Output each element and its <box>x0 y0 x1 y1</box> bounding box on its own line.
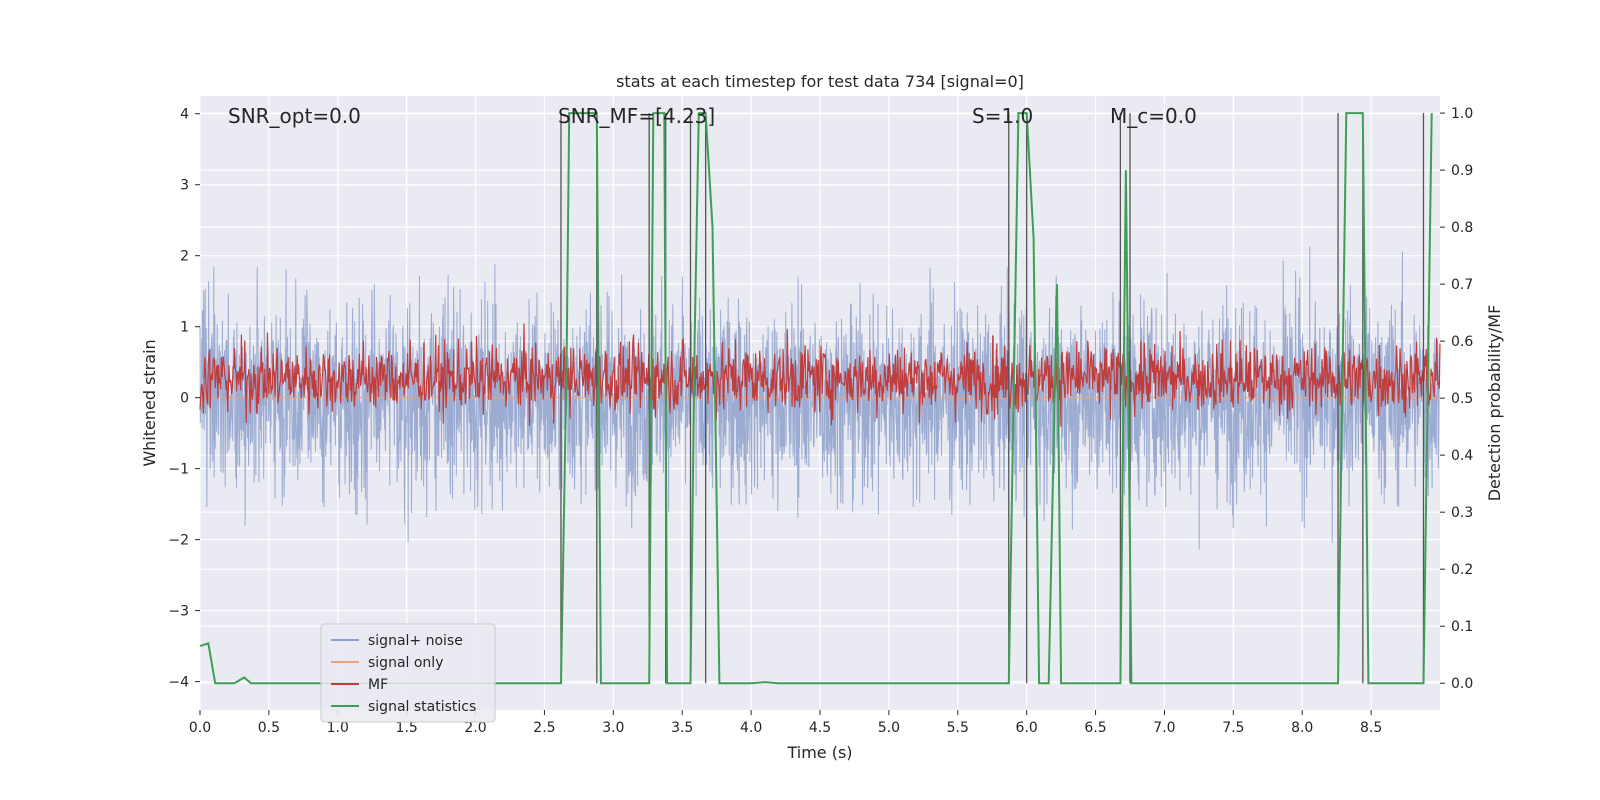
series-mf-line <box>199 323 1441 427</box>
y-tick-label: 2 <box>180 249 189 265</box>
annotation-snr-opt: SNR_opt=0.0 <box>228 104 361 128</box>
y-tick-label: −4 <box>168 675 189 691</box>
y2-tick-label: 0.4 <box>1451 448 1473 464</box>
ticks: 0.0 0.5 1.0 1.5 2.0 2.5 3.0 3.5 4.0 4.5 5.0 5.5 6.0 6… <box>168 106 1473 736</box>
y-tick-label: −1 <box>168 462 189 478</box>
y2-tick-label: 0.9 <box>1451 163 1473 179</box>
y-tick-label: −2 <box>168 533 189 549</box>
x-tick-label: 0.0 <box>189 720 211 736</box>
y2-tick-label: 0.6 <box>1451 334 1473 350</box>
x-tick-label: 8.5 <box>1360 720 1382 736</box>
y-tick-label: 0 <box>180 391 189 407</box>
legend-box <box>320 623 496 723</box>
annotation-mc: M_c=0.0 <box>1110 104 1197 128</box>
x-tick-label: 7.5 <box>1222 720 1244 736</box>
annotation-s: S=1.0 <box>972 104 1033 128</box>
x-tick-label: 4.0 <box>740 720 762 736</box>
legend-label-mf: MF <box>368 677 388 693</box>
y2-tick-label: 0.0 <box>1451 676 1473 692</box>
x-tick-label: 8.0 <box>1291 720 1313 736</box>
y2-tick-label: 0.8 <box>1451 220 1473 236</box>
y2-axis-label: Detection probability/MF <box>1485 305 1504 502</box>
x-tick-label: 5.0 <box>878 720 900 736</box>
x-tick-label: 3.0 <box>602 720 624 736</box>
y-axis-label: Whitened strain <box>140 339 159 466</box>
x-tick-label: 6.5 <box>1084 720 1106 736</box>
y-tick-label: −3 <box>168 604 189 620</box>
x-tick-label: 2.0 <box>464 720 486 736</box>
legend-label-signal-only: signal only <box>368 655 443 671</box>
x-tick-label: 4.5 <box>809 720 831 736</box>
series-signal-statistics-line <box>199 112 1433 685</box>
x-tick-label: 5.5 <box>947 720 969 736</box>
x-axis-label: Time (s) <box>786 743 852 762</box>
x-tick-label: 0.5 <box>258 720 280 736</box>
y2-tick-label: 0.7 <box>1451 277 1473 293</box>
y-tick-label: 3 <box>180 178 189 194</box>
x-tick-label: 2.5 <box>533 720 555 736</box>
y2-tick-label: 1.0 <box>1451 106 1473 122</box>
series-layer <box>199 112 1441 685</box>
legend-label-signal-noise: signal+ noise <box>368 633 463 649</box>
y2-tick-label: 0.1 <box>1451 619 1473 635</box>
x-tick-label: 1.5 <box>396 720 418 736</box>
y-tick-label: 1 <box>180 320 189 336</box>
x-tick-label: 6.0 <box>1016 720 1038 736</box>
y2-tick-label: 0.2 <box>1451 562 1473 578</box>
legend-label-signal-statistics: signal statistics <box>368 699 476 715</box>
y2-tick-label: 0.5 <box>1451 391 1473 407</box>
chart-title: stats at each timestep for test data 734… <box>616 72 1024 91</box>
legend: signal+ noise signal only MF signal stat… <box>320 623 496 723</box>
annotation-snr-mf: SNR_MF=[4.23] <box>558 104 715 128</box>
x-tick-label: 7.0 <box>1153 720 1175 736</box>
x-tick-label: 3.5 <box>671 720 693 736</box>
y2-tick-label: 0.3 <box>1451 505 1473 521</box>
x-tick-label: 1.0 <box>327 720 349 736</box>
y-tick-label: 4 <box>180 107 189 123</box>
